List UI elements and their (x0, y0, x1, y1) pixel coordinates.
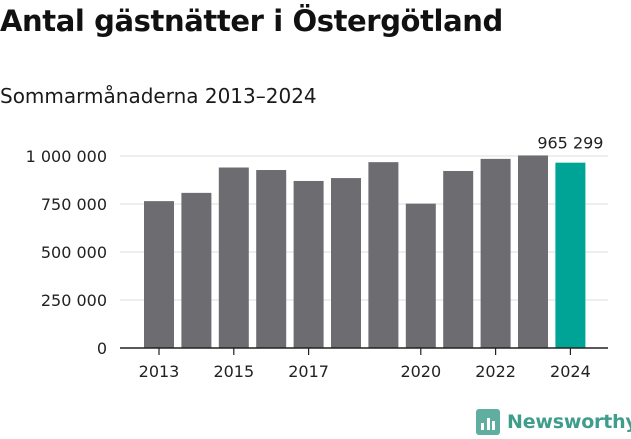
x-tick-label: 2013 (139, 362, 180, 381)
bar-2022 (480, 158, 511, 348)
bar-2021 (443, 170, 474, 348)
data-label: 965 299 (537, 134, 603, 153)
data-labels: 965 299 (537, 134, 603, 153)
x-tick-label: 2024 (550, 362, 591, 381)
bar-2018 (331, 178, 361, 348)
bar-2024 (555, 162, 586, 348)
bar-2013 (144, 201, 174, 348)
bar-chart-logo-icon (476, 409, 500, 435)
bar-2014 (181, 192, 212, 348)
bar-2023 (518, 155, 548, 348)
bar-2016 (256, 170, 287, 348)
y-tick-label: 500 000 (41, 243, 107, 262)
y-axis-tick-labels: 0 250 000 500 000 750 000 1 000 000 (26, 147, 107, 358)
bar-2017 (293, 180, 324, 348)
y-tick-label: 1 000 000 (26, 147, 107, 166)
bar-2015 (218, 167, 249, 348)
y-tick-label: 250 000 (41, 291, 107, 310)
newsworthy-logo: Newsworthy (476, 407, 631, 437)
brand-name: Newsworthy (507, 411, 631, 433)
x-tick-label: 2020 (400, 362, 441, 381)
chart-title: Antal gästnätter i Östergötland (0, 4, 503, 38)
y-tick-label: 0 (97, 339, 107, 358)
x-axis: 2013 2015 2017 2020 2022 2024 (120, 347, 608, 381)
bar-2020 (405, 203, 436, 348)
x-tick-label: 2015 (213, 362, 254, 381)
bars (144, 155, 586, 348)
x-tick-label: 2022 (475, 362, 516, 381)
y-tick-label: 750 000 (41, 195, 107, 214)
chart-subtitle: Sommarmånaderna 2013–2024 (0, 84, 317, 108)
x-tick-label: 2017 (288, 362, 329, 381)
bar-2019 (368, 162, 399, 348)
